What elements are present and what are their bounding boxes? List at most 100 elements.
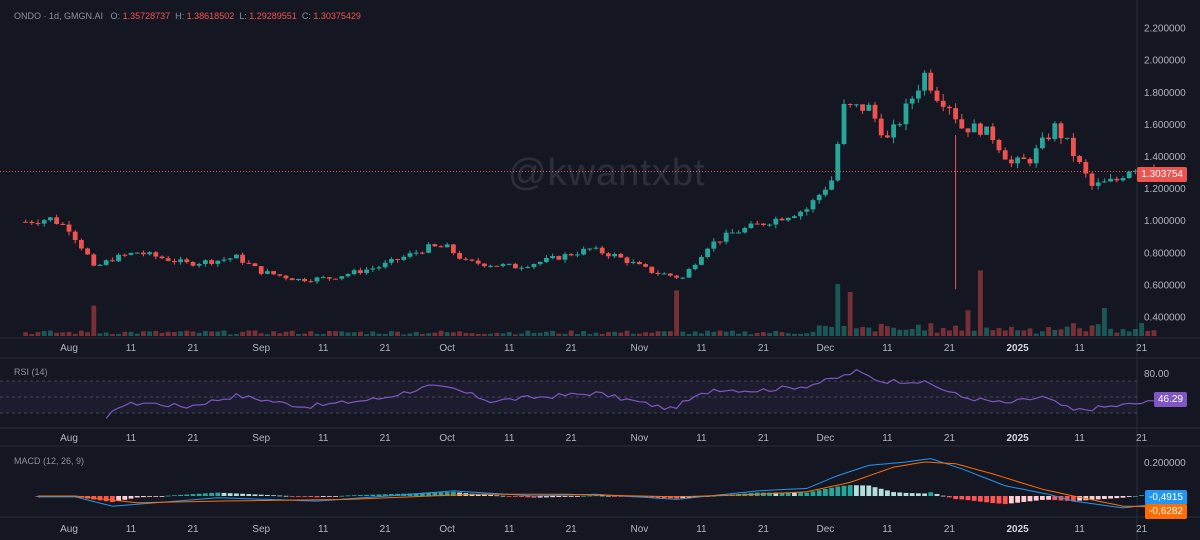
macd-histogram-bar <box>413 493 419 496</box>
x-tick-label: 21 <box>1136 524 1148 535</box>
candle <box>364 269 369 274</box>
volume-bar <box>854 328 859 336</box>
candle <box>674 275 679 278</box>
candle <box>742 228 748 233</box>
candle <box>314 277 320 282</box>
rsi-value-badge: 46.29 <box>1153 392 1187 407</box>
candle <box>736 232 741 234</box>
candle <box>159 256 165 259</box>
candle <box>1058 123 1064 139</box>
x-tick-label: 2025 <box>1006 524 1029 535</box>
macd-histogram-bar <box>767 492 772 496</box>
candle <box>85 248 90 255</box>
macd-histogram-bar <box>420 492 425 496</box>
macd-histogram-bar <box>891 492 896 496</box>
candle <box>475 260 481 264</box>
macd-histogram-bar <box>500 495 506 497</box>
candle <box>699 257 704 265</box>
price-tick-label: 0.600000 <box>1144 280 1186 291</box>
candle <box>1015 157 1020 164</box>
candle <box>878 118 884 136</box>
volume-bar <box>116 333 121 336</box>
open-label: O: <box>110 11 121 21</box>
candle <box>711 241 717 249</box>
volume-bar <box>1151 330 1157 336</box>
volume-bar <box>178 331 183 336</box>
candle <box>122 254 128 256</box>
volume-bar <box>48 330 53 336</box>
volume-bar <box>289 330 295 336</box>
signal-line <box>38 461 1155 508</box>
x-tick-label: 11 <box>1074 524 1085 535</box>
volume-bar <box>314 333 320 336</box>
macd-histogram-bar <box>953 496 958 500</box>
volume-bar <box>451 332 456 336</box>
macd-histogram-bar <box>258 494 264 496</box>
volume-bar <box>903 329 909 336</box>
candle <box>184 259 190 263</box>
candle <box>382 262 388 268</box>
macd-histogram-bar <box>203 493 208 496</box>
candle <box>599 247 605 254</box>
candle <box>971 123 977 133</box>
macd-histogram-bar <box>165 495 171 497</box>
volume-bar <box>1126 331 1132 336</box>
x-tick-label: 21 <box>380 433 392 444</box>
macd-histogram-bar <box>227 493 233 496</box>
macd-histogram-bar <box>1108 496 1113 499</box>
macd-histogram-bar <box>903 492 909 496</box>
candle <box>246 262 252 264</box>
candle <box>190 262 196 266</box>
volume-bar <box>1145 331 1151 336</box>
x-tick-label: 21 <box>566 343 578 354</box>
macd-histogram-bar <box>1089 496 1095 500</box>
candle <box>432 244 438 247</box>
volume-bar <box>1015 330 1020 336</box>
candle <box>35 223 41 225</box>
volume-bar <box>742 331 748 336</box>
x-tick-label: 21 <box>758 433 770 444</box>
candle <box>761 223 766 226</box>
macd-histogram-bar <box>513 496 518 497</box>
volume-bar <box>165 331 171 336</box>
volume-bar <box>407 333 413 336</box>
candle <box>252 263 258 267</box>
volume-bar <box>655 331 661 336</box>
macd-histogram-bar <box>209 492 214 496</box>
candle <box>240 254 245 263</box>
candle <box>395 259 400 261</box>
candle <box>196 263 202 266</box>
low-value: 1.29289551 <box>249 11 297 21</box>
macd-histogram-bar <box>792 492 797 496</box>
volume-bar <box>246 330 252 336</box>
volume-bar <box>550 330 555 336</box>
volume-bar <box>153 330 159 336</box>
volume-bar <box>761 332 766 336</box>
price-tick-label: 1.000000 <box>1144 216 1186 227</box>
volume-bar <box>990 330 996 336</box>
volume-bar <box>792 333 797 336</box>
volume-bar <box>420 333 425 336</box>
macd-histogram-bar <box>153 496 159 497</box>
candle <box>965 128 971 133</box>
candle <box>606 253 611 257</box>
candle <box>203 260 208 264</box>
macd-tick-label: 0.200000 <box>1144 458 1186 469</box>
x-tick-label: 21 <box>380 343 392 354</box>
volume-bar <box>519 333 524 336</box>
macd-histogram-bar <box>785 492 791 496</box>
candle <box>922 72 927 91</box>
x-tick-label: 21 <box>187 343 199 354</box>
x-tick-label: 21 <box>566 524 578 535</box>
macd-histogram-bar <box>1040 496 1045 500</box>
candle <box>847 104 853 106</box>
candle <box>413 252 419 254</box>
x-tick-label: 21 <box>1136 343 1148 354</box>
last-price-badge: 1.303754 <box>1137 167 1187 182</box>
macd-histogram-bar <box>221 492 227 496</box>
macd-histogram-bar <box>302 496 307 497</box>
candle <box>643 264 648 267</box>
candle <box>283 275 289 279</box>
macd-histogram-bar <box>1095 496 1101 500</box>
